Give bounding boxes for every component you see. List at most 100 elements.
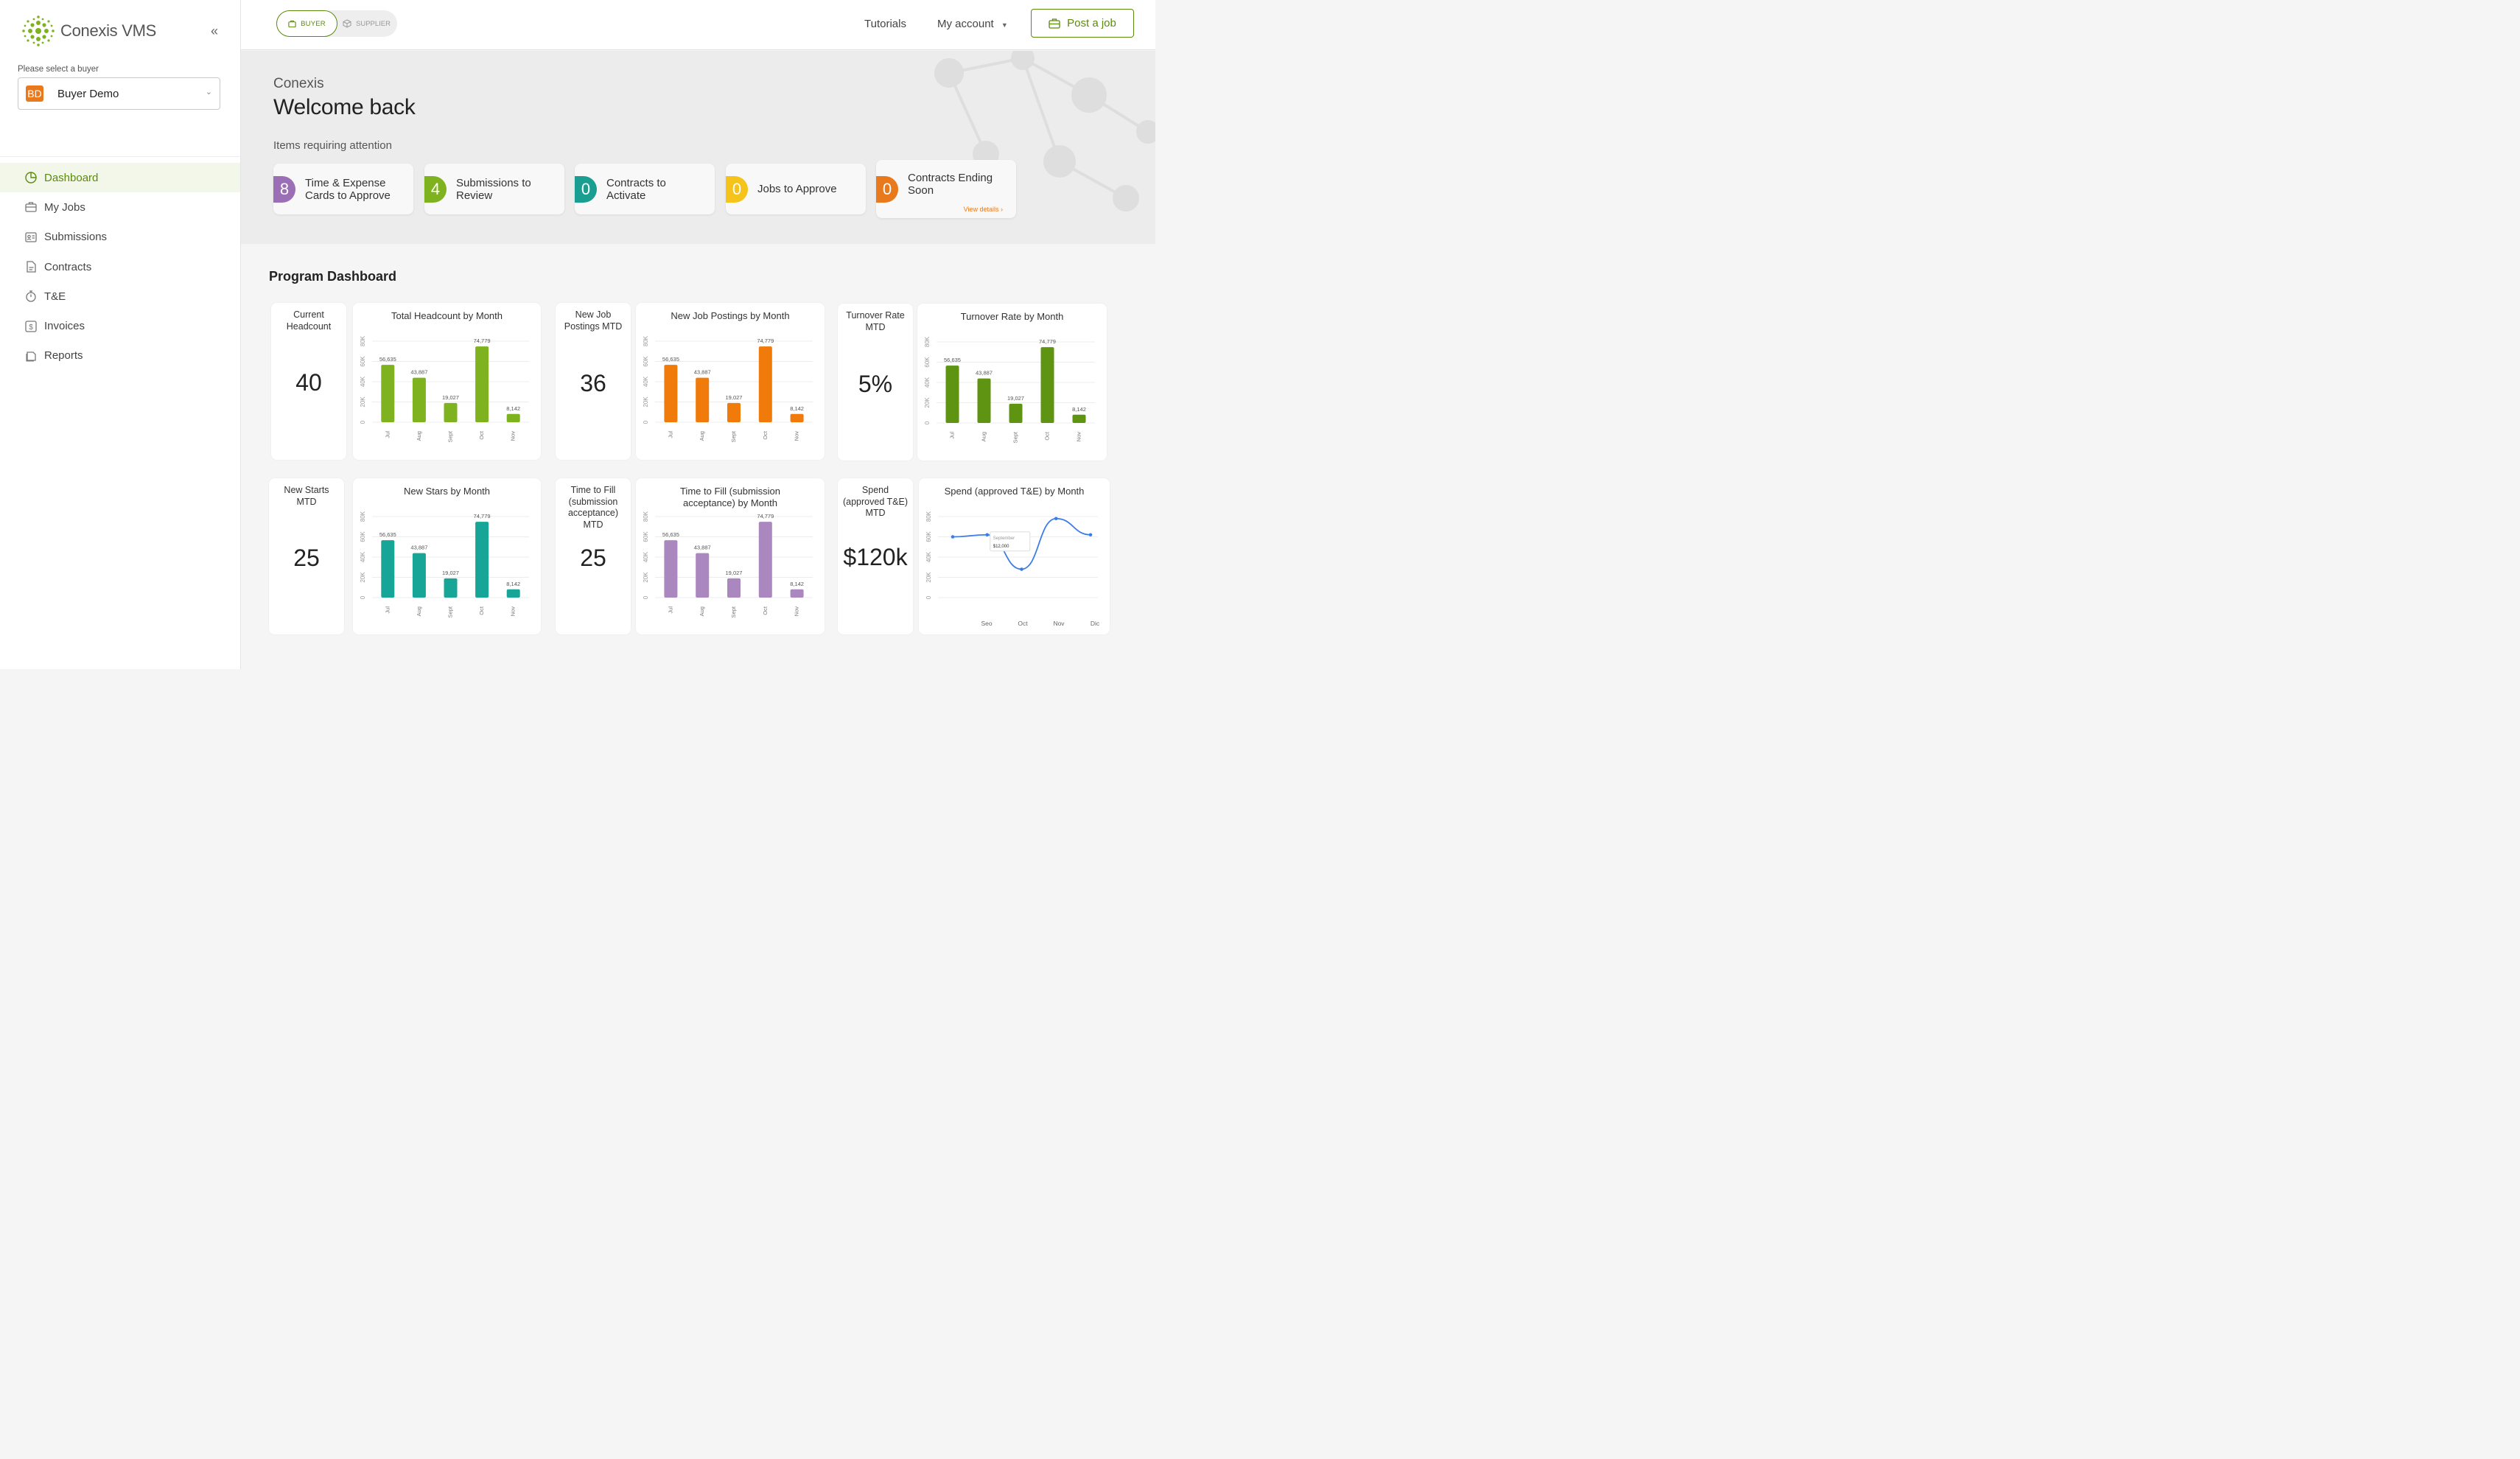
y-tick-label: 40K (360, 376, 366, 387)
x-tick-label: Sept (447, 606, 453, 617)
reports-icon (26, 351, 36, 362)
attention-card-jobs-approve[interactable]: 0 Jobs to Approve (726, 164, 866, 214)
kpi-label: Time to Fill (submission acceptance) MTD (556, 485, 631, 531)
kpi-label-line: Time to Fill (570, 485, 616, 495)
y-tick-label: 40K (643, 376, 649, 387)
kpi-label-line: MTD (865, 508, 886, 518)
data-label: 56,635 (379, 531, 396, 538)
bar (475, 522, 489, 598)
role-toggle: BUYER SUPPLIER (276, 10, 397, 37)
sidebar-item-label: Invoices (44, 320, 85, 333)
y-tick-label: 80K (925, 511, 932, 522)
tutorials-link[interactable]: Tutorials (864, 18, 906, 30)
sidebar-item-label: Dashboard (44, 171, 99, 184)
sidebar-item-submissions[interactable]: Submissions (0, 223, 240, 252)
kpi-label: New Starts MTD (269, 485, 344, 508)
x-tick-label: Jul (948, 432, 955, 439)
y-tick-label: 40K (360, 551, 366, 562)
my-account-menu[interactable]: My account ▼ (937, 18, 1008, 30)
svg-text:$: $ (29, 323, 33, 332)
kpi-card-spend: Spend (approved T&E) MTD $120k (838, 478, 913, 634)
bar (1009, 403, 1023, 423)
chart-title-line: Time to Fill (submission (679, 486, 781, 497)
kpi-card-new-job-postings: New Job Postings MTD 36 (556, 303, 631, 460)
attention-label-line: Soon (908, 183, 934, 197)
chart-card-new-job-postings: New Job Postings by Month 0 20K 40K 60K 80K 5… (636, 303, 825, 460)
data-label: 43,887 (976, 370, 993, 377)
attention-count: 0 (575, 175, 597, 203)
attention-label-line: Contracts to (606, 176, 666, 189)
x-tick-label: Oct (762, 606, 769, 615)
app-name: Conexis VMS (60, 21, 156, 40)
kpi-label-line: New Starts (284, 485, 329, 495)
kpi-label: Turnover Rate MTD (838, 310, 913, 333)
attention-card-contracts-ending[interactable]: 0 Contracts Ending Soon View details › (876, 160, 1016, 218)
x-tick-label: Oct (762, 430, 769, 440)
attention-card-contracts-activate[interactable]: 0 Contracts to Activate (575, 164, 715, 214)
sidebar-item-contracts[interactable]: Contracts (0, 252, 240, 281)
sidebar-item-te[interactable]: T&E (0, 281, 240, 311)
chart-title-line: acceptance) by Month (683, 497, 777, 508)
attention-count: 8 (273, 175, 295, 203)
supplier-toggle-button[interactable]: SUPPLIER (343, 10, 391, 37)
attention-label: Contracts Ending Soon (908, 172, 993, 197)
kpi-value: $120k (843, 544, 908, 570)
section-title: Program Dashboard (269, 269, 397, 284)
bar (506, 589, 520, 598)
data-label: 8,142 (790, 405, 804, 412)
chart-title: Spend (approved T&E) by Month (944, 486, 1085, 497)
y-tick-label: 0 (360, 595, 366, 599)
chart-title: Total Headcount by Month (391, 310, 503, 321)
logo[interactable]: Conexis VMS (21, 15, 156, 47)
chart-title: Time to Fill (submission acceptance) by M… (636, 486, 825, 509)
y-tick-label: 40K (924, 377, 931, 388)
post-job-button[interactable]: Post a job (1031, 9, 1134, 38)
y-tick-label: 80K (360, 511, 366, 522)
chart-title: New Job Postings by Month (671, 310, 790, 321)
kpi-label-line: Turnover Rate (846, 310, 905, 321)
data-label: 56,635 (662, 356, 679, 363)
attention-label-line: Cards to Approve (305, 189, 391, 202)
welcome-banner: Conexis Welcome back Items requiring att… (241, 51, 1155, 244)
y-tick-label: 40K (643, 551, 649, 562)
view-details-link[interactable]: View details › (964, 206, 1003, 213)
buyer-select[interactable]: BD Buyer Demo ⌄ (18, 77, 220, 110)
kpi-label-line: Spend (861, 485, 889, 495)
x-tick-label: Aug (699, 431, 705, 441)
sidebar-item-my-jobs[interactable]: My Jobs (0, 192, 240, 222)
sidebar-item-reports[interactable]: Reports (0, 341, 240, 371)
sidebar-nav: Dashboard My Jobs Submissions Contracts … (0, 163, 240, 371)
x-tick-label: Sept (730, 606, 737, 617)
data-label: 19,027 (1007, 395, 1024, 402)
my-account-label: My account (937, 18, 994, 30)
bar (790, 589, 804, 598)
data-label: 8,142 (790, 581, 804, 587)
tooltip-value: $12,000 (993, 545, 1009, 549)
tooltip-box (990, 531, 1031, 552)
buyer-toggle-button[interactable]: BUYER (276, 10, 337, 37)
briefcase-icon (25, 202, 37, 213)
sidebar-item-dashboard[interactable]: Dashboard (0, 163, 240, 193)
y-tick-label: 20K (360, 396, 366, 407)
attention-card-submissions[interactable]: 4 Submissions to Review (424, 164, 564, 214)
buyer-toggle-label: BUYER (301, 19, 326, 28)
x-tick-label: Jul (384, 431, 391, 438)
y-tick-label: 20K (360, 572, 366, 583)
sidebar-item-invoices[interactable]: $ Invoices (0, 311, 240, 340)
x-tick-label: Aug (980, 432, 987, 441)
dollar-icon: $ (25, 320, 37, 332)
attention-section-title: Items requiring attention (273, 139, 392, 152)
data-point (985, 533, 990, 537)
id-card-icon (25, 232, 37, 242)
chart-card-total-headcount: Total Headcount by Month 0 20K 40K 60K 80K 56… (353, 303, 541, 460)
bar (381, 365, 395, 422)
x-tick-label: Nov (1075, 432, 1082, 442)
kpi-value: 36 (580, 370, 606, 396)
collapse-sidebar-icon[interactable]: « (211, 24, 219, 38)
data-label: 43,887 (694, 369, 711, 376)
kpi-label-line: Current (293, 309, 324, 320)
attention-card-time-expense[interactable]: 8 Time & Expense Cards to Approve (273, 164, 413, 214)
data-point (1088, 533, 1093, 537)
attention-count: 4 (424, 175, 447, 203)
chart-card-turnover-rate: Turnover Rate by Month 0 20K 40K 60K 80K 56,6… (917, 304, 1107, 461)
